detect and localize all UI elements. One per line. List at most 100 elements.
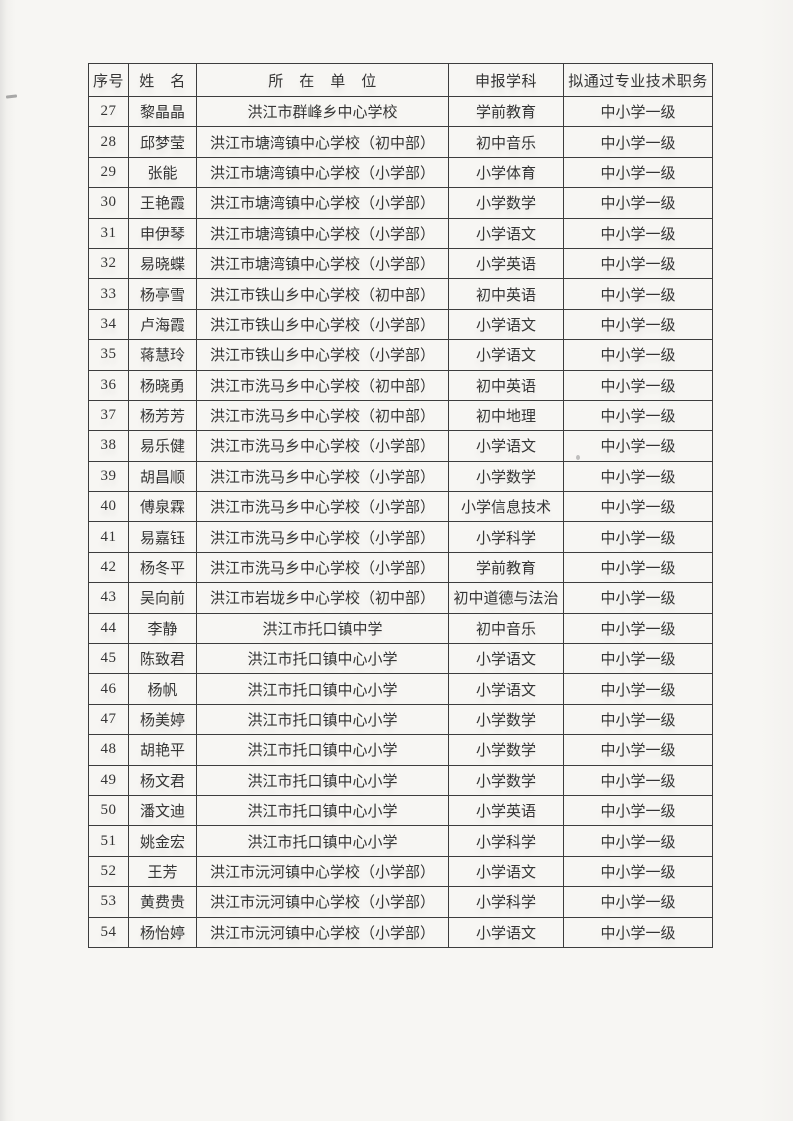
cell-name: 易嘉钰: [128, 521, 197, 553]
cell-name: 胡艳平: [128, 734, 197, 766]
cell-index: 40: [88, 491, 129, 523]
cell-unit: 洪江市洗马乡中心学校（小学部）: [196, 430, 449, 462]
cell-subject: 学前教育: [448, 95, 564, 128]
cell-title: 中小学一级: [563, 643, 713, 675]
cell-name: 吴向前: [128, 582, 197, 614]
cell-subject: 小学数学: [448, 703, 564, 736]
cell-unit: 洪江市塘湾镇中心学校（初中部）: [196, 126, 449, 158]
cell-title: 中小学一级: [563, 247, 713, 280]
column-header-title: 拟通过专业技术职务: [563, 63, 713, 97]
cell-subject: 初中英语: [448, 278, 564, 310]
cell-subject: 小学数学: [448, 764, 564, 796]
cell-title: 中小学一级: [563, 460, 713, 493]
cell-name: 杨亭雪: [128, 278, 197, 310]
cell-name: 姚金宏: [128, 825, 197, 857]
cell-title: 中小学一级: [563, 825, 713, 857]
cell-unit: 洪江市塘湾镇中心学校（小学部）: [196, 187, 449, 219]
table-row: 50 潘文迪 洪江市托口镇中心小学 小学英语 中小学一级: [88, 794, 713, 827]
table-row: 29 张能 洪江市塘湾镇中心学校（小学部） 小学体育 中小学一级: [88, 156, 713, 189]
cell-unit: 洪江市洗马乡中心学校（初中部）: [196, 399, 449, 432]
table-row: 38 易乐健 洪江市洗马乡中心学校（小学部） 小学语文 中小学一级: [88, 430, 713, 462]
cell-name: 杨文君: [128, 764, 197, 796]
cell-index: 36: [88, 369, 129, 401]
cell-name: 杨帆: [128, 673, 197, 705]
cell-name: 黎晶晶: [128, 95, 197, 128]
cell-title: 中小学一级: [563, 764, 713, 796]
table-row: 32 易晓蝶 洪江市塘湾镇中心学校（小学部） 小学英语 中小学一级: [88, 247, 713, 280]
table-row: 36 杨晓勇 洪江市洗马乡中心学校（初中部） 初中英语 中小学一级: [88, 369, 713, 401]
cell-unit: 洪江市洗马乡中心学校（小学部）: [196, 491, 449, 523]
table-row: 34 卢海霞 洪江市铁山乡中心学校（小学部） 小学语文 中小学一级: [88, 308, 713, 341]
cell-subject: 小学语文: [448, 339, 564, 371]
cell-subject: 小学英语: [448, 247, 564, 280]
table-row: 42 杨冬平 洪江市洗马乡中心学校（小学部） 学前教育 中小学一级: [88, 551, 713, 584]
cell-title: 中小学一级: [563, 369, 713, 401]
cell-title: 中小学一级: [563, 582, 713, 614]
cell-index: 50: [88, 794, 129, 827]
cell-unit: 洪江市铁山乡中心学校（小学部）: [196, 308, 449, 341]
cell-index: 32: [88, 247, 129, 280]
cell-title: 中小学一级: [563, 278, 713, 310]
cell-index: 54: [88, 916, 129, 948]
table-row: 37 杨芳芳 洪江市洗马乡中心学校（初中部） 初中地理 中小学一级: [88, 399, 713, 432]
cell-index: 52: [88, 855, 129, 888]
cell-title: 中小学一级: [563, 551, 713, 584]
cell-unit: 洪江市群峰乡中心学校: [196, 95, 449, 128]
cell-name: 杨美婷: [128, 703, 197, 736]
cell-title: 中小学一级: [563, 156, 713, 189]
cell-unit: 洪江市托口镇中学: [196, 612, 449, 645]
cell-name: 杨冬平: [128, 551, 197, 584]
cell-name: 王艳霞: [128, 187, 197, 219]
table-row: 49 杨文君 洪江市托口镇中心小学 小学数学 中小学一级: [88, 764, 713, 796]
cell-name: 张能: [128, 156, 197, 189]
cell-title: 中小学一级: [563, 703, 713, 736]
cell-unit: 洪江市托口镇中心小学: [196, 703, 449, 736]
cell-unit: 洪江市沅河镇中心学校（小学部）: [196, 855, 449, 888]
cell-subject: 小学数学: [448, 734, 564, 766]
cell-name: 陈致君: [128, 643, 197, 675]
cell-index: 48: [88, 734, 129, 766]
cell-index: 30: [88, 187, 129, 219]
table-row: 39 胡昌顺 洪江市洗马乡中心学校（小学部） 小学数学 中小学一级: [88, 460, 713, 493]
cell-subject: 小学科学: [448, 521, 564, 553]
table-row: 46 杨帆 洪江市托口镇中心小学 小学语文 中小学一级: [88, 673, 713, 705]
cell-index: 28: [88, 126, 129, 158]
cell-title: 中小学一级: [563, 399, 713, 432]
cell-unit: 洪江市沅河镇中心学校（小学部）: [196, 916, 449, 948]
cell-unit: 洪江市塘湾镇中心学校（小学部）: [196, 247, 449, 280]
table-row: 35 蒋慧玲 洪江市铁山乡中心学校（小学部） 小学语文 中小学一级: [88, 339, 713, 371]
table-body: 27 黎晶晶 洪江市群峰乡中心学校 学前教育 中小学一级 28 邱梦莹 洪江市塘湾镇中心学校（…: [88, 95, 713, 948]
cell-title: 中小学一级: [563, 217, 713, 249]
cell-index: 42: [88, 551, 129, 584]
cell-index: 51: [88, 825, 129, 857]
table-row: 45 陈致君 洪江市托口镇中心小学 小学语文 中小学一级: [88, 643, 713, 675]
cell-name: 杨怡婷: [128, 916, 197, 948]
cell-index: 41: [88, 521, 129, 553]
table-row: 33 杨亭雪 洪江市铁山乡中心学校（初中部） 初中英语 中小学一级: [88, 278, 713, 310]
cell-subject: 小学科学: [448, 886, 564, 918]
column-header-subject: 申报学科: [448, 63, 564, 97]
cell-title: 中小学一级: [563, 308, 713, 341]
cell-name: 潘文迪: [128, 794, 197, 827]
cell-name: 易乐健: [128, 430, 197, 462]
table-header-row: 序号 姓 名 所 在 单 位 申报学科 拟通过专业技术职务: [88, 63, 713, 97]
table-row: 30 王艳霞 洪江市塘湾镇中心学校（小学部） 小学数学 中小学一级: [88, 187, 713, 219]
cell-index: 31: [88, 217, 129, 249]
cell-name: 黄费贵: [128, 886, 197, 918]
cell-name: 卢海霞: [128, 308, 197, 341]
table-row: 40 傅泉霖 洪江市洗马乡中心学校（小学部） 小学信息技术 中小学一级: [88, 491, 713, 523]
cell-index: 35: [88, 339, 129, 371]
cell-unit: 洪江市洗马乡中心学校（小学部）: [196, 551, 449, 584]
cell-name: 傅泉霖: [128, 491, 197, 523]
table-row: 54 杨怡婷 洪江市沅河镇中心学校（小学部） 小学语文 中小学一级: [88, 916, 713, 948]
cell-name: 邱梦莹: [128, 126, 197, 158]
cell-name: 蒋慧玲: [128, 339, 197, 371]
cell-index: 27: [88, 95, 129, 128]
cell-title: 中小学一级: [563, 95, 713, 128]
cell-subject: 初中音乐: [448, 612, 564, 645]
cell-name: 杨芳芳: [128, 399, 197, 432]
teacher-title-roster-table: 序号 姓 名 所 在 单 位 申报学科 拟通过专业技术职务 27 黎晶晶 洪江市群峰…: [88, 63, 713, 948]
table-row: 28 邱梦莹 洪江市塘湾镇中心学校（初中部） 初中音乐 中小学一级: [88, 126, 713, 158]
cell-name: 王芳: [128, 855, 197, 888]
